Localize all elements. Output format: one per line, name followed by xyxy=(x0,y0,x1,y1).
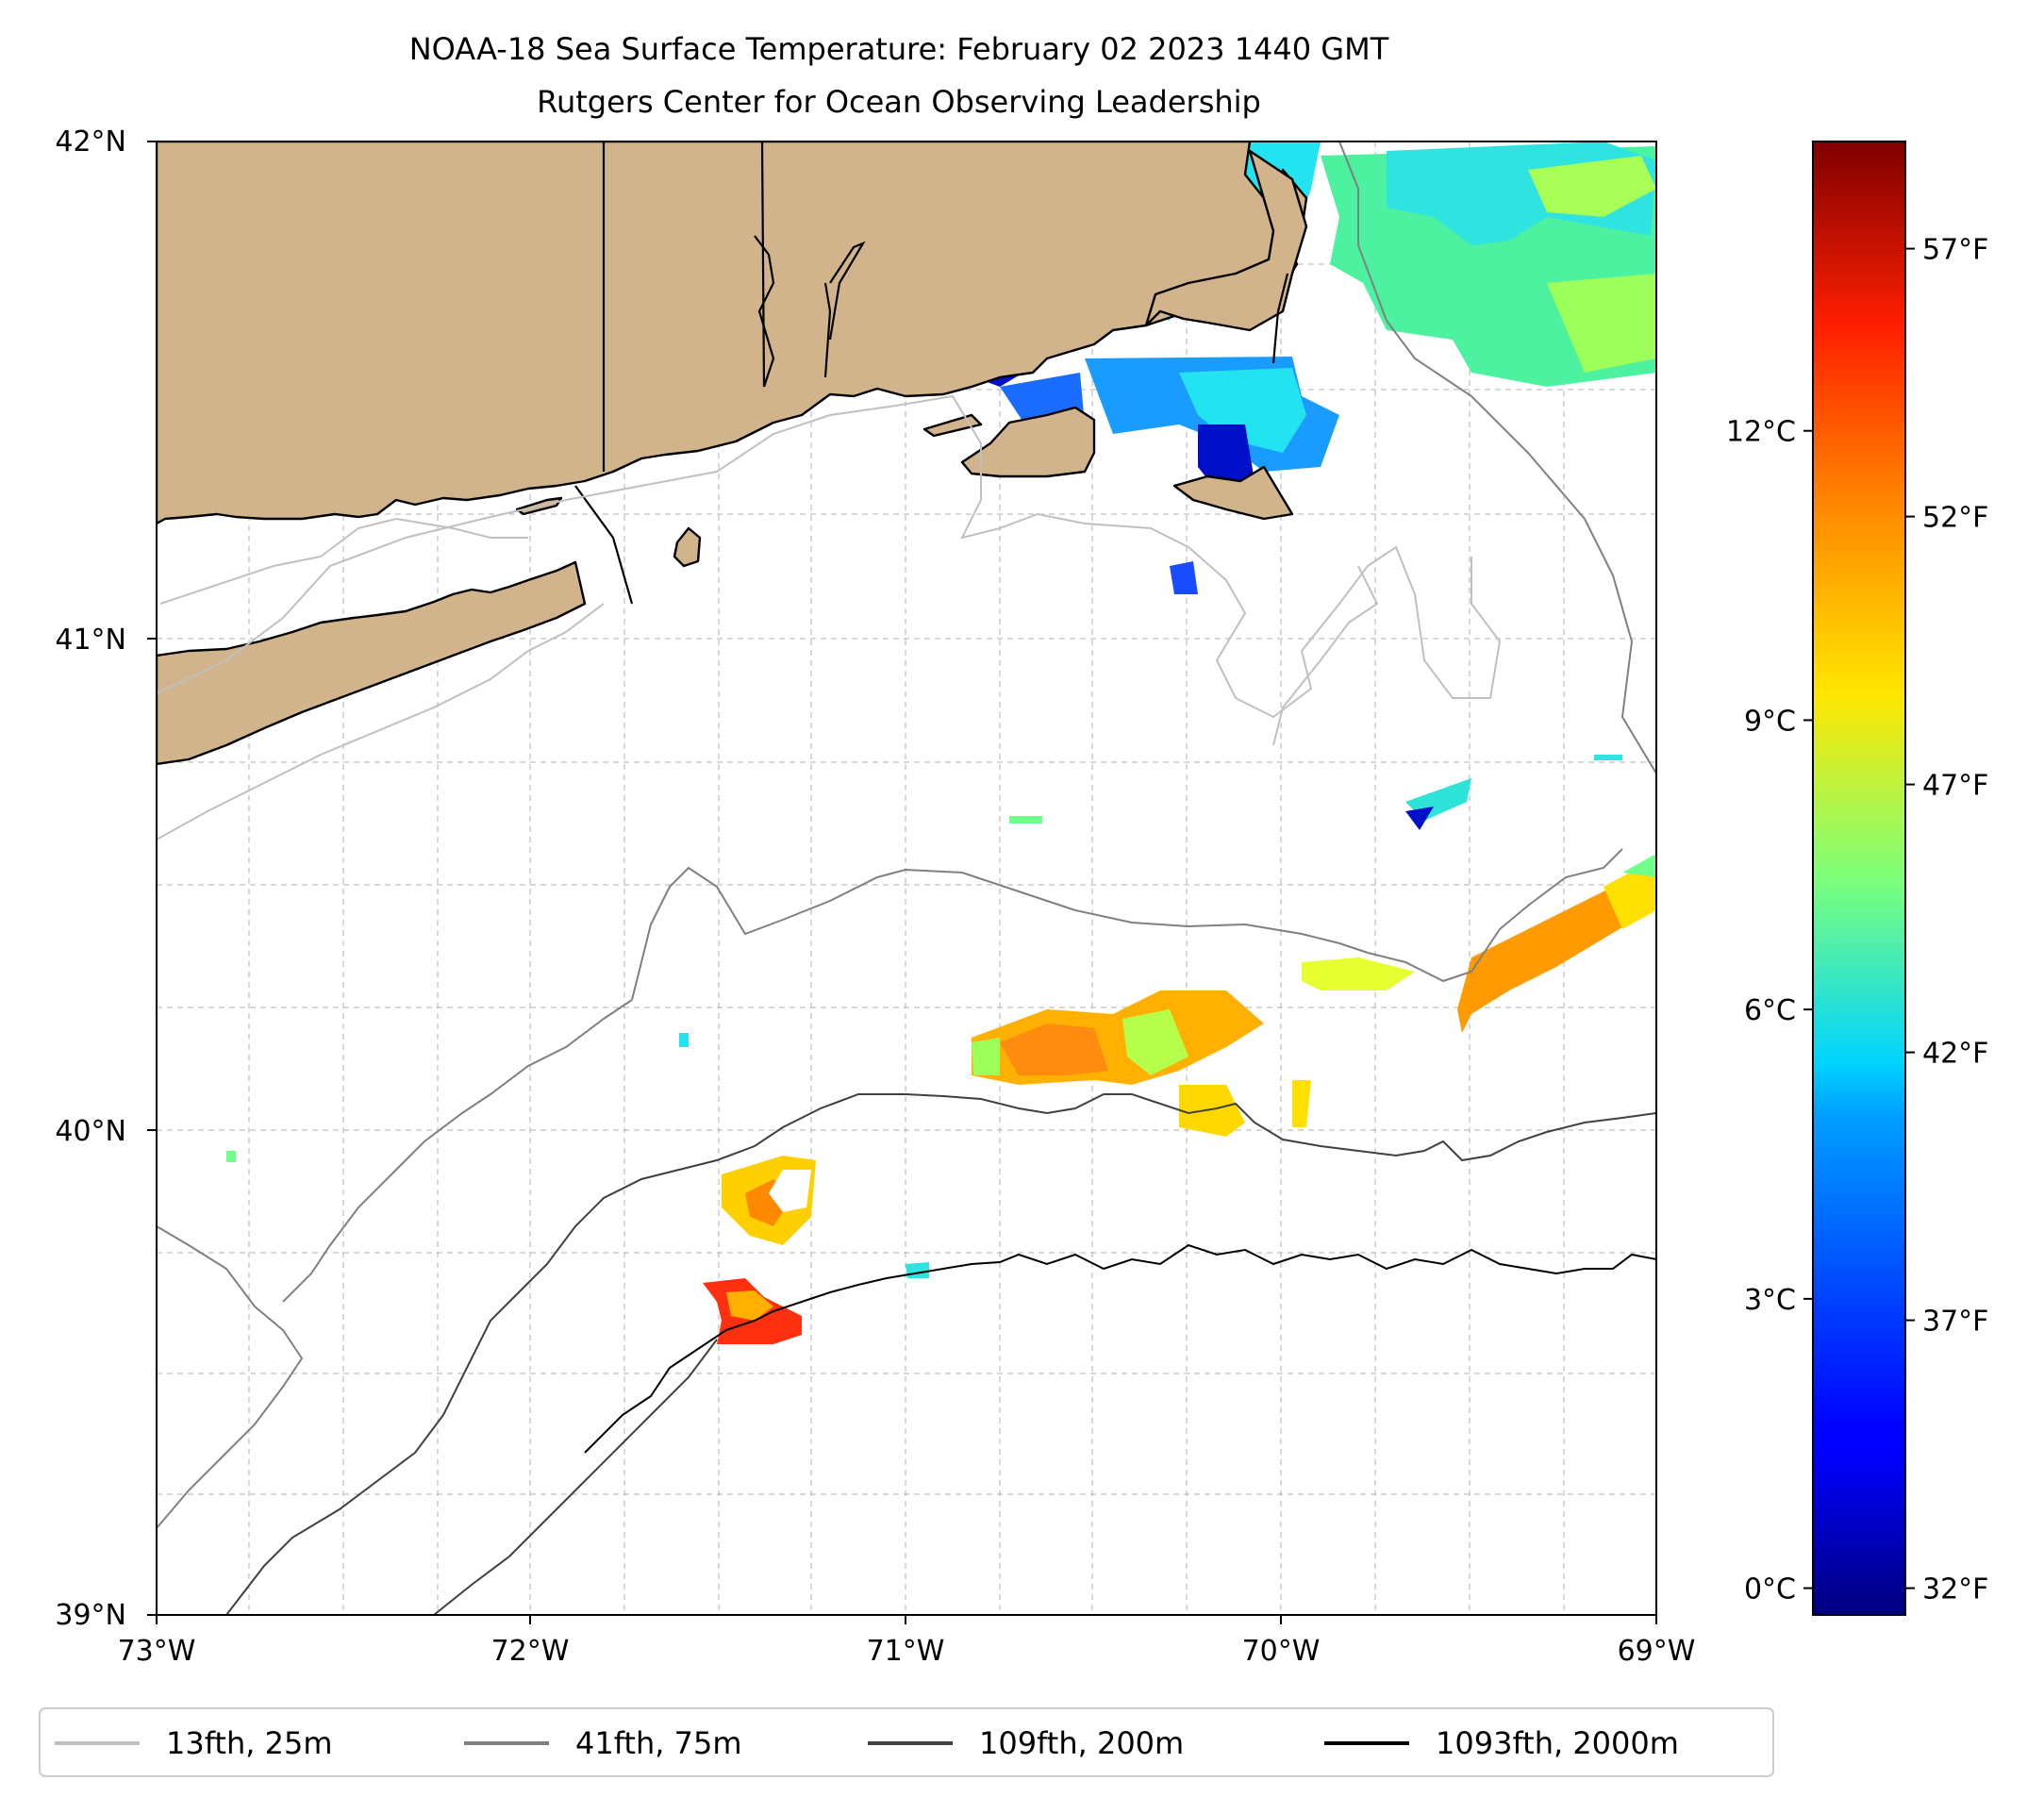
colorbar-fahrenheit-tick-label: 47°F xyxy=(1922,770,1988,803)
x-tick-70w: 70°W xyxy=(1242,1635,1321,1668)
colorbar-celsius-tick-label: 12°C xyxy=(1726,416,1796,449)
land-long-island xyxy=(157,560,587,766)
colorbar-celsius-tick-label: 0°C xyxy=(1744,1573,1796,1606)
x-tick-71w: 71°W xyxy=(867,1635,945,1668)
map-title-line2: Rutgers Center for Ocean Observing Leade… xyxy=(537,84,1261,120)
axis-ticks xyxy=(147,141,1657,1624)
x-tick-69w: 69°W xyxy=(1618,1635,1696,1668)
land-marthas-vineyard xyxy=(960,406,1096,478)
sst-warm-patches xyxy=(226,755,1656,1344)
colorbar-celsius-tick-label: 6°C xyxy=(1744,994,1796,1027)
legend-label-200m: 109fth, 200m xyxy=(979,1725,1184,1761)
colorbar-gradient xyxy=(1812,141,1906,1616)
colorbar-fahrenheit-ticks: 32°F 37°F 42°F 47°F 52°F 57°F xyxy=(1905,234,1988,1606)
x-axis-labels: 73°W 72°W 71°W 70°W 69°W xyxy=(118,1635,1696,1668)
land-nantucket xyxy=(1172,465,1294,521)
land-block-island xyxy=(673,526,702,568)
y-tick-40n: 40°N xyxy=(55,1115,126,1148)
y-axis-labels: 42°N 41°N 40°N 39°N xyxy=(55,125,126,1632)
legend-label-25m: 13fth, 25m xyxy=(166,1725,332,1761)
colorbar-fahrenheit-tick-label: 42°F xyxy=(1922,1038,1988,1071)
land-masses xyxy=(157,141,1308,766)
isobath-legend: 13fth, 25m 41fth, 75m 109fth, 200m 1093f… xyxy=(39,1707,1774,1777)
colorbar-fahrenheit-tick-label: 57°F xyxy=(1922,234,1988,267)
map-title-line1: NOAA-18 Sea Surface Temperature: Februar… xyxy=(409,31,1389,67)
colorbar-fahrenheit-tick-label: 32°F xyxy=(1922,1573,1988,1606)
x-tick-72w: 72°W xyxy=(491,1635,570,1668)
isobath-25m xyxy=(157,394,1502,840)
isobath-200m xyxy=(225,1093,1656,1615)
y-tick-39n: 39°N xyxy=(55,1599,126,1632)
land-cape-cod xyxy=(1144,149,1308,332)
map-panel xyxy=(157,141,1656,1615)
y-tick-42n: 42°N xyxy=(55,125,126,158)
colorbar-celsius-tick-label: 3°C xyxy=(1744,1284,1796,1317)
colorbar-fahrenheit-tick-label: 37°F xyxy=(1922,1306,1988,1339)
isobath-75m xyxy=(157,141,1656,1529)
colorbar-celsius-ticks: 0°C 3°C 6°C 9°C 12°C xyxy=(1726,416,1813,1606)
isobath-2000m xyxy=(584,1243,1656,1454)
colorbar-celsius-tick-label: 9°C xyxy=(1744,705,1796,738)
y-tick-41n: 41°N xyxy=(55,624,126,657)
colorbar: 0°C 3°C 6°C 9°C 12°C 32°F 37°F 42°F 47°F 52°F 57°… xyxy=(1726,141,1988,1616)
boundaries xyxy=(574,141,1289,605)
colorbar-fahrenheit-tick-label: 52°F xyxy=(1922,502,1988,535)
legend-label-2000m: 1093fth, 2000m xyxy=(1436,1725,1679,1761)
legend-label-75m: 41fth, 75m xyxy=(575,1725,741,1761)
x-tick-73w: 73°W xyxy=(118,1635,196,1668)
